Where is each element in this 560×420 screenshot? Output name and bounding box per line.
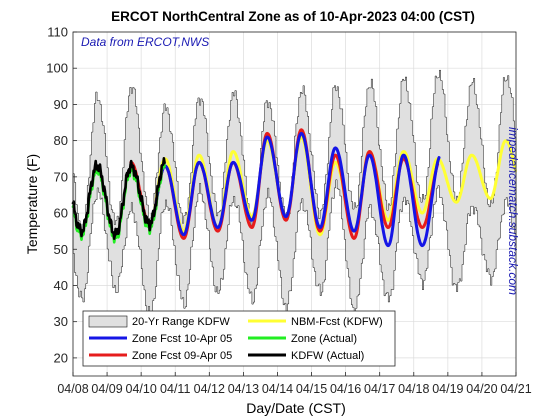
y-tick-label: 20 bbox=[54, 350, 68, 365]
series-line-zone-fcst-09-apr-05 bbox=[129, 128, 440, 240]
y-ticks: 20 30 40 50 60 70 80 90 100 110 bbox=[46, 25, 77, 365]
x-tick-label: 04/18 bbox=[398, 382, 429, 396]
y-tick-label: 90 bbox=[54, 97, 68, 112]
x-tick-label: 04/14 bbox=[262, 382, 293, 396]
legend-label: Zone Fcst 10-Apr 05 bbox=[132, 333, 232, 345]
x-tick-label: 04/17 bbox=[364, 382, 395, 396]
series-line-zone-fcst-10-apr-05 bbox=[146, 131, 441, 248]
x-ticks: 04/08 04/09 04/10 04/11 04/12 04/13 04/14 04/15… bbox=[57, 372, 532, 396]
x-tick-label: 04/08 bbox=[57, 382, 88, 396]
plot-frame bbox=[72, 31, 517, 377]
chart-title: ERCOT NorthCentral Zone as of 10-Apr-202… bbox=[111, 9, 475, 24]
legend-label: NBM-Fcst (KDFW) bbox=[291, 316, 383, 328]
legend-label: 20-Yr Range KDFW bbox=[132, 316, 230, 328]
y-tick-label: 80 bbox=[54, 133, 68, 148]
y-tick-label: 50 bbox=[54, 242, 68, 257]
legend-label: Zone (Actual) bbox=[291, 333, 357, 345]
x-tick-label: 04/16 bbox=[330, 382, 361, 396]
x-tick-label: 04/15 bbox=[296, 382, 327, 396]
y-tick-label: 70 bbox=[54, 169, 68, 184]
x-tick-label: 04/12 bbox=[194, 382, 225, 396]
x-tick-label: 04/10 bbox=[126, 382, 157, 396]
legend-label: Zone Fcst 09-Apr 05 bbox=[132, 350, 232, 362]
x-tick-label: 04/13 bbox=[228, 382, 259, 396]
data-source-note: Data from ERCOT,NWS bbox=[81, 35, 209, 49]
watermark-url: impedancematch.substack.com bbox=[506, 127, 520, 295]
legend-box bbox=[82, 310, 396, 367]
y-tick-label: 60 bbox=[54, 206, 68, 221]
legend-swatch bbox=[88, 315, 128, 328]
series-line-kdfw-actual bbox=[71, 157, 166, 240]
y-tick-label: 100 bbox=[46, 61, 68, 76]
x-tick-label: 04/11 bbox=[160, 382, 190, 396]
y-tick-label: 40 bbox=[54, 278, 68, 293]
series-lines bbox=[71, 128, 517, 248]
legend-label: KDFW (Actual) bbox=[291, 350, 364, 362]
x-tick-label: 04/20 bbox=[466, 382, 497, 396]
x-tick-label: 04/09 bbox=[91, 382, 122, 396]
x-tick-label: 04/19 bbox=[432, 382, 463, 396]
x-tick-label: 04/21 bbox=[500, 382, 531, 396]
legend: 20-Yr Range KDFW NBM-Fcst (KDFW) Zone Fcst… bbox=[82, 310, 396, 367]
y-tick-label: 30 bbox=[54, 314, 68, 329]
y-tick-label: 110 bbox=[47, 25, 68, 40]
y-axis-label: Temperature (F) bbox=[24, 154, 40, 254]
x-axis-label: Day/Date (CST) bbox=[246, 400, 346, 416]
